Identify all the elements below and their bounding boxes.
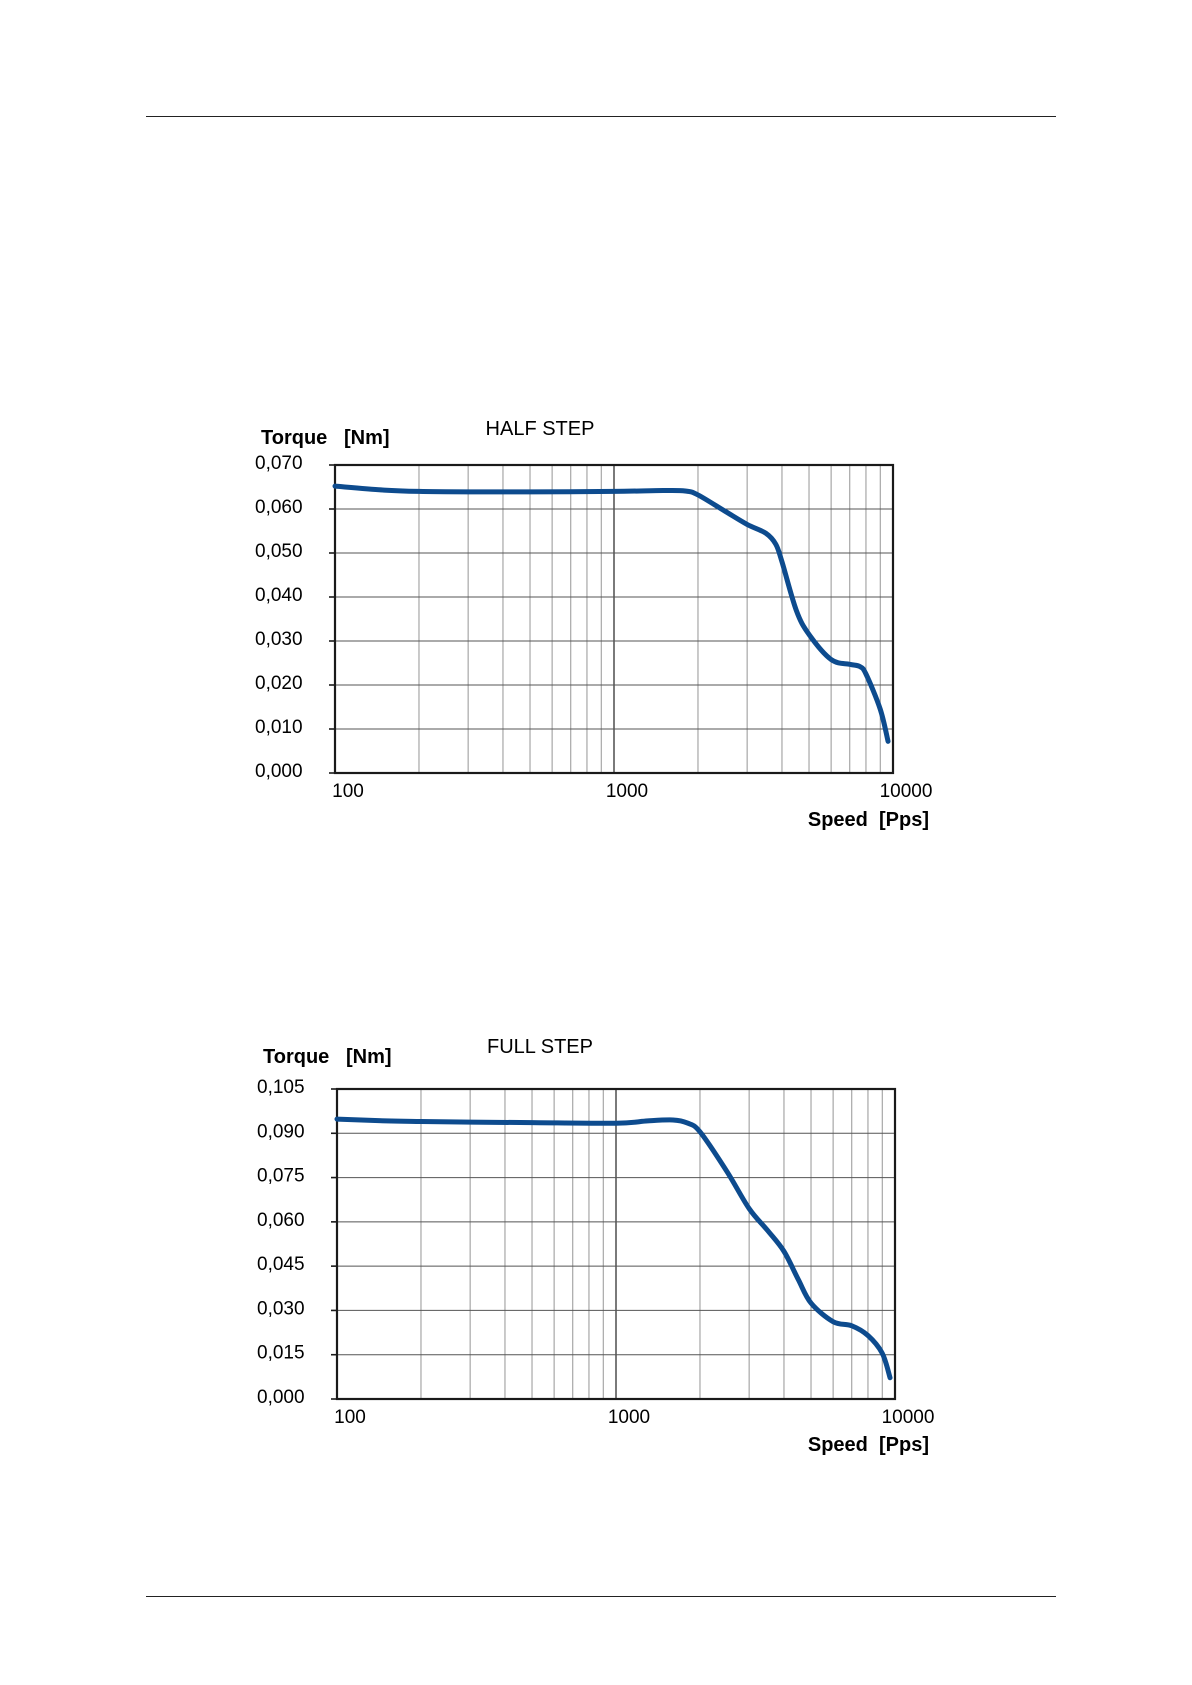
x-axis-label: Speed [Pps]: [808, 809, 929, 831]
x-tick-label: 10000: [880, 781, 933, 802]
grid: [335, 465, 893, 773]
y-tick-label: 0,060: [257, 1210, 305, 1231]
x-tick-label: 100: [334, 1407, 366, 1428]
y-tick-label: 0,040: [255, 585, 303, 606]
full-step-chart-svg: FULL STEP Torque [Nm] Speed [Pps] 0,000 0…: [257, 1036, 935, 1456]
half-step-chart-svg: HALF STEP Torque [Nm] Speed [Pps] 0,000 0…: [255, 418, 933, 831]
chart-title: FULL STEP: [487, 1036, 593, 1058]
y-tick-label: 0,030: [255, 629, 303, 650]
y-axis-label: Torque [Nm]: [263, 1046, 392, 1068]
torque-curve: [332, 483, 891, 744]
y-tick-label: 0,050: [255, 541, 303, 562]
chart-title: HALF STEP: [486, 418, 595, 440]
x-tick-label: 10000: [882, 1407, 935, 1428]
y-tick-label: 0,045: [257, 1254, 305, 1275]
y-tick-label: 0,060: [255, 497, 303, 518]
y-tick-label: 0,000: [257, 1387, 305, 1408]
y-tick-label: 0,015: [257, 1343, 305, 1364]
y-tick-label: 0,090: [257, 1121, 305, 1142]
y-tick-label: 0,070: [255, 453, 303, 474]
plot-frame: [333, 463, 895, 775]
y-tick-label: 0,010: [255, 717, 303, 738]
x-tick-label: 1000: [608, 1407, 650, 1428]
grid: [337, 1089, 895, 1399]
y-tick-label: 0,020: [255, 673, 303, 694]
x-tick-label: 100: [332, 781, 364, 802]
x-axis-label: Speed [Pps]: [808, 1434, 929, 1456]
y-tick-label: 0,000: [255, 761, 303, 782]
y-tick-label: 0,030: [257, 1298, 305, 1319]
y-tick-label: 0,105: [257, 1077, 305, 1098]
y-axis-label: Torque [Nm]: [261, 427, 390, 449]
plot-frame: [335, 1087, 897, 1401]
x-tick-label: 1000: [606, 781, 648, 802]
half-step-chart: HALF STEP Torque [Nm] Speed [Pps] 0,000 0…: [255, 405, 955, 845]
torque-curve: [334, 1116, 893, 1381]
y-tick-label: 0,075: [257, 1166, 305, 1187]
footer-rule: [146, 1596, 1056, 1597]
header-rule: [146, 116, 1056, 117]
full-step-chart: FULL STEP Torque [Nm] Speed [Pps] 0,000 0…: [255, 1025, 955, 1465]
